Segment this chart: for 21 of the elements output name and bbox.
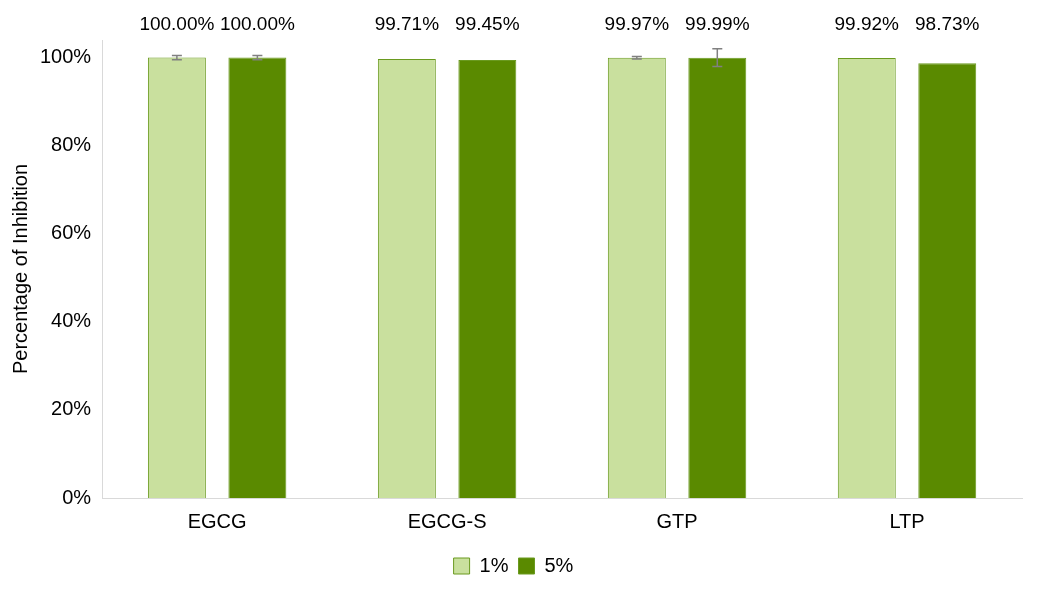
x-tick-label: LTP — [889, 509, 925, 532]
data-label: 98.73% — [915, 12, 980, 34]
y-tick-label: 80% — [51, 133, 92, 156]
data-label: 99.92% — [834, 12, 900, 34]
y-tick-label: 60% — [51, 221, 92, 244]
y-tick-label: 40% — [51, 309, 92, 332]
data-label: 100.00% — [219, 12, 295, 34]
legend-label: 1% — [479, 553, 509, 576]
x-tick-label: EGCG-S — [407, 509, 487, 532]
data-label: 100.00% — [139, 12, 215, 34]
data-label: 99.71% — [374, 12, 440, 34]
y-tick-label: 0% — [62, 485, 92, 508]
data-label: 99.97% — [604, 12, 670, 34]
legend-label: 5% — [544, 553, 574, 576]
data-label: 99.45% — [455, 12, 520, 34]
x-tick-label: EGCG — [187, 509, 247, 532]
y-tick-label: 100% — [40, 45, 92, 68]
y-tick-label: 20% — [51, 397, 92, 420]
x-tick-label: GTP — [656, 509, 698, 532]
y-axis-title: Percentage of Inhibition — [8, 163, 31, 375]
data-label: 99.99% — [685, 12, 750, 34]
